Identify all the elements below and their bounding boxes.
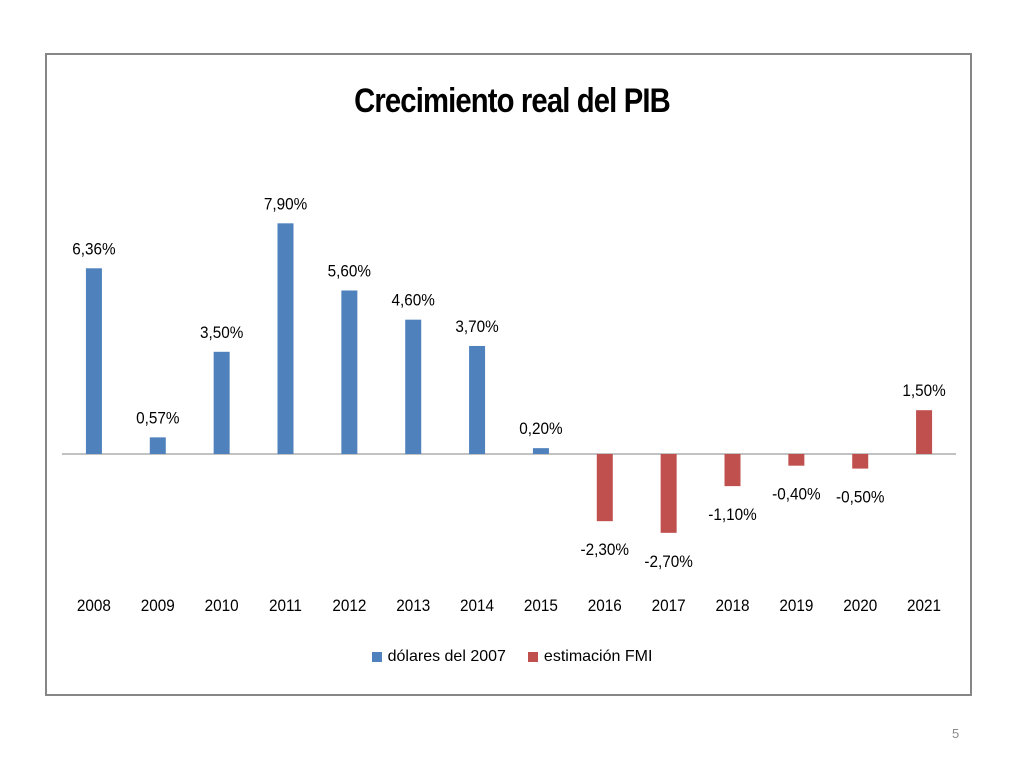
bar-2017 xyxy=(660,454,677,533)
x-tick-label-2012: 2012 xyxy=(332,596,366,615)
data-label-2008: 6,36% xyxy=(72,240,115,259)
bar-2020 xyxy=(852,454,869,469)
bar-2015 xyxy=(532,448,549,454)
legend-item-series-1: estimación FMI xyxy=(527,648,653,666)
legend-swatch-series-1 xyxy=(527,652,538,662)
x-tick-label-2016: 2016 xyxy=(588,596,622,615)
bar-2010 xyxy=(213,351,230,454)
bar-2014 xyxy=(469,345,486,454)
legend-label-series-1: estimación FMI xyxy=(543,648,653,665)
x-tick-label-2015: 2015 xyxy=(524,596,558,615)
chart-title: Crecimiento real del PIB xyxy=(354,82,671,120)
bar-2008 xyxy=(85,268,102,454)
bar-2013 xyxy=(405,319,422,454)
data-label-2015: 0,20% xyxy=(519,419,562,438)
x-tick-label-2020: 2020 xyxy=(843,596,877,615)
data-label-2018: -1,10% xyxy=(708,505,756,524)
data-label-2021: 1,50% xyxy=(902,381,945,400)
data-label-2017: -2,70% xyxy=(644,552,692,571)
bar-2016 xyxy=(596,454,613,522)
data-label-2009: 0,57% xyxy=(136,409,179,428)
bar-2019 xyxy=(788,454,805,466)
x-tick-label-2009: 2009 xyxy=(141,596,175,615)
x-tick-label-2017: 2017 xyxy=(652,596,686,615)
data-label-2010: 3,50% xyxy=(200,323,243,342)
x-tick-label-2008: 2008 xyxy=(77,596,111,615)
bar-2018 xyxy=(724,454,741,487)
chart-legend: dólares del 2007 estimación FMI xyxy=(0,648,1024,666)
x-tick-label-2010: 2010 xyxy=(205,596,239,615)
data-label-2012: 5,60% xyxy=(328,262,371,281)
chart-frame xyxy=(45,53,972,696)
x-tick-label-2014: 2014 xyxy=(460,596,494,615)
legend-item-series-0: dólares del 2007 xyxy=(371,648,506,666)
legend-label-series-0: dólares del 2007 xyxy=(387,648,506,665)
x-tick-label-2018: 2018 xyxy=(715,596,749,615)
x-tick-label-2019: 2019 xyxy=(779,596,813,615)
bar-2009 xyxy=(149,437,166,454)
x-tick-label-2011: 2011 xyxy=(269,596,302,615)
data-label-2016: -2,30% xyxy=(581,540,629,559)
data-label-2014: 3,70% xyxy=(455,317,498,336)
data-label-2019: -0,40% xyxy=(772,485,820,504)
data-label-2020: -0,50% xyxy=(836,488,884,507)
bar-2021 xyxy=(916,410,933,454)
page-number: 5 xyxy=(952,726,960,741)
data-label-2013: 4,60% xyxy=(392,291,435,310)
x-tick-label-2013: 2013 xyxy=(396,596,430,615)
bar-2011 xyxy=(277,223,294,454)
data-label-2011: 7,90% xyxy=(264,195,307,214)
legend-swatch-series-0 xyxy=(371,652,382,662)
x-tick-label-2021: 2021 xyxy=(907,596,941,615)
bar-2012 xyxy=(341,290,358,454)
